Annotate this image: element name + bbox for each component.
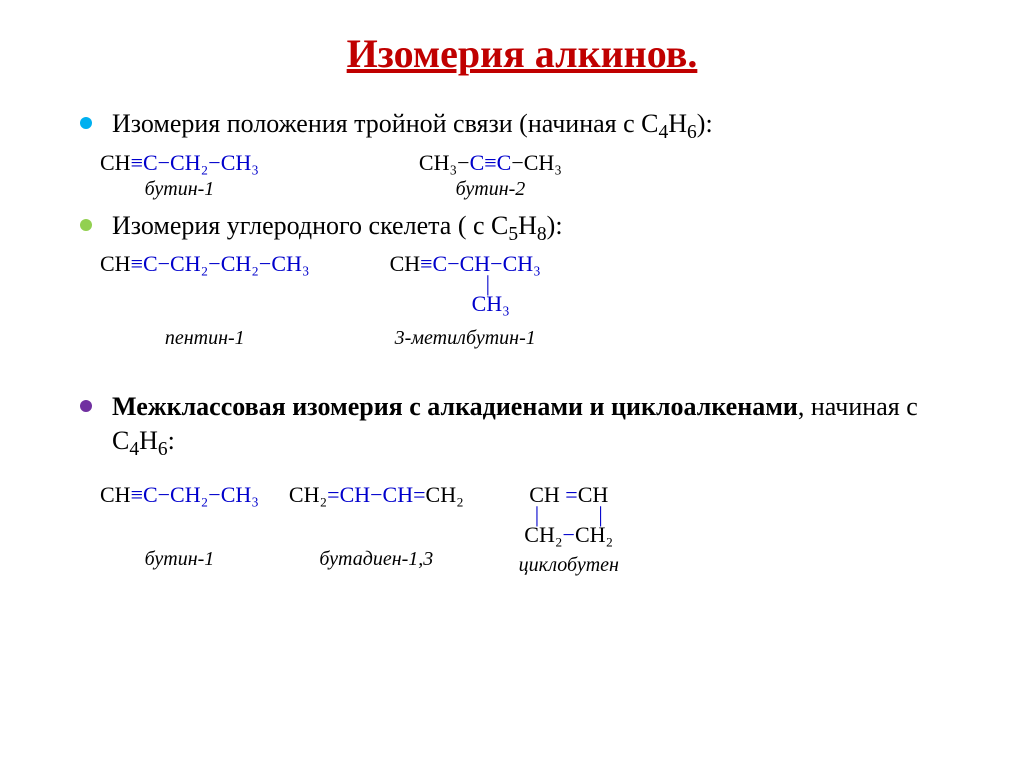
formula-butyne-1: CH≡C−CH₂−CH₃ бутин-1	[100, 150, 259, 201]
branch-ch3: CH₃	[472, 291, 510, 317]
formula-text: CH≡C−CH₂−CH₃	[100, 150, 259, 176]
bullet-main: Изомерия углеродного скелета	[112, 211, 451, 240]
bullet-text-2: Изомерия углеродного скелета ( с С5Н8):	[112, 209, 563, 248]
part-blue: ≡C−CH−CH₃	[420, 251, 541, 276]
formula-name: бутадиен-1,3	[319, 548, 433, 571]
part-black: CH	[100, 251, 131, 276]
slide-content: Изомерия алкинов. Изомерия положения тро…	[0, 0, 1024, 607]
bullet-text-3: Межклассовая изомерия с алкадиенами и ци…	[112, 390, 964, 462]
part-black: CH₂	[289, 482, 327, 507]
formula-butyne-1b: CH≡C−CH₂−CH₃ бутин-1	[100, 482, 259, 571]
part-blue: ≡C−CH₂−CH₃	[131, 150, 259, 175]
bar-right: |	[598, 502, 602, 528]
l2r: CH₂	[575, 522, 613, 547]
l1r: CH	[578, 482, 609, 507]
bar-left: |	[535, 502, 539, 528]
formula-name: пентин-1	[165, 327, 245, 350]
bullet-main: Изомерия положения тройной связи	[112, 109, 513, 138]
end: :	[168, 426, 175, 455]
slide-title: Изомерия алкинов.	[80, 30, 964, 77]
formula-3-methylbutyne-1: CH≡C−CH−CH₃ | CH₃ 3-метилбутин-1	[390, 251, 541, 350]
formula-row-2: CH≡C−CH₂−CH₂−CH₃ пентин-1 CH≡C−CH−CH₃ | …	[100, 251, 964, 350]
formula-butadiene: CH₂=CH−CH=CH₂ бутадиен-1,3	[289, 482, 464, 571]
end: ):	[547, 211, 563, 240]
sub: 4	[129, 439, 139, 460]
part-black: CH₂	[426, 482, 464, 507]
line1: CH =CH	[529, 482, 608, 508]
part-blue: C≡C	[470, 150, 512, 175]
mid: Н	[518, 211, 537, 240]
bullet-row-1: Изомерия положения тройной связи (начина…	[80, 107, 964, 146]
bullet-row-3: Межклассовая изомерия с алкадиенами и ци…	[80, 390, 964, 462]
formula-text: CH≡C−CH₂−CH₃	[100, 482, 259, 508]
formula-text: CH≡C−CH₂−CH₂−CH₃	[100, 251, 310, 277]
l2l: CH₂	[524, 522, 562, 547]
bullet-icon	[80, 219, 92, 231]
bullet-icon	[80, 400, 92, 412]
mid: Н	[139, 426, 158, 455]
l2d: −	[563, 522, 575, 547]
sub: 5	[508, 224, 518, 245]
bullet-main: Межклассовая изомерия с алкадиенами и ци…	[112, 392, 798, 421]
part-blue: ≡C−CH₂−CH₃	[131, 482, 259, 507]
end: ):	[697, 109, 713, 138]
formula-text: CH₂=CH−CH=CH₂	[289, 482, 464, 508]
formula-butyne-2: CH₃−C≡C−CH₃ бутин-2	[419, 150, 562, 201]
formula-name: бутин-1	[145, 548, 215, 571]
bullet-row-2: Изомерия углеродного скелета ( с С5Н8):	[80, 209, 964, 248]
sub: 8	[537, 224, 547, 245]
bullet-icon	[80, 117, 92, 129]
sub: 4	[659, 122, 669, 143]
l1eq: =	[560, 482, 578, 507]
bars-row: | |	[529, 508, 609, 522]
bullet-tail: ( с С	[451, 211, 508, 240]
formula-row-3: CH≡C−CH₂−CH₃ бутин-1 CH₂=CH−CH=CH₂ бутад…	[100, 482, 964, 577]
formula-name: циклобутен	[519, 554, 619, 577]
formula-cyclobutene: CH =CH | | CH₂−CH₂ циклобутен	[494, 482, 644, 577]
formula-name: бутин-1	[145, 178, 215, 201]
sub: 6	[158, 439, 168, 460]
sub: 6	[687, 122, 697, 143]
part-black: CH	[390, 251, 421, 276]
bullet-tail: (начиная с С	[513, 109, 659, 138]
mid: Н	[668, 109, 687, 138]
part-black: CH₃−	[419, 150, 470, 175]
part-blue: ≡C−CH₂−CH₂−CH₃	[131, 251, 310, 276]
formula-row-1: CH≡C−CH₂−CH₃ бутин-1 CH₃−C≡C−CH₃ бутин-2	[100, 150, 964, 201]
formula-name: 3-метилбутин-1	[395, 327, 536, 350]
part-black: CH	[100, 482, 131, 507]
formula-pentyne-1: CH≡C−CH₂−CH₂−CH₃ пентин-1	[100, 251, 310, 350]
part-blue: =CH−CH=	[327, 482, 425, 507]
part-black: −CH₃	[511, 150, 562, 175]
part-black: CH	[100, 150, 131, 175]
formula-text: CH₃−C≡C−CH₃	[419, 150, 562, 176]
bullet-text-1: Изомерия положения тройной связи (начина…	[112, 107, 713, 146]
formula-name: бутин-2	[456, 178, 526, 201]
formula-text: CH≡C−CH−CH₃	[390, 251, 541, 277]
